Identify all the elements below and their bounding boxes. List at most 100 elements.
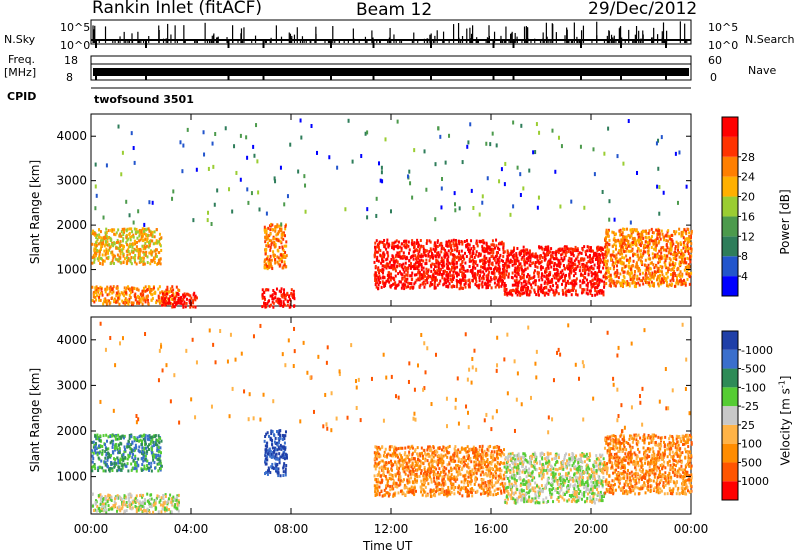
power-cell (545, 286, 548, 290)
power-cell (639, 268, 642, 272)
power-cell (375, 213, 378, 218)
velocity-cell (149, 436, 152, 440)
velocity-cell (95, 500, 98, 504)
power-cell (605, 259, 608, 263)
power-cell (411, 239, 414, 243)
power-cell (146, 237, 149, 241)
power-cell (549, 285, 552, 289)
power-cell (596, 278, 599, 282)
power-cell (621, 262, 624, 266)
power-cell (454, 238, 457, 242)
power-cell (268, 258, 271, 262)
power-cell (360, 154, 363, 159)
velocity-cell (123, 509, 126, 513)
power-cell (483, 254, 486, 258)
power-cell (516, 165, 519, 170)
velocity-cell (93, 509, 96, 513)
power-cell (553, 262, 556, 266)
velocity-cell (111, 467, 114, 471)
power-cell (528, 290, 531, 294)
power-cell (122, 246, 125, 250)
power-cell (604, 264, 607, 268)
power-cell (518, 263, 521, 267)
velocity-cell (140, 443, 143, 447)
power-cell (546, 263, 549, 267)
velocity-cell (164, 509, 167, 513)
power-cell (405, 285, 408, 289)
power-cell (634, 285, 637, 289)
power-cell (620, 251, 623, 255)
power-cell (642, 276, 645, 280)
power-cell (142, 296, 145, 300)
power-cell (127, 287, 130, 291)
power-cell (125, 199, 128, 204)
power-cell (408, 259, 411, 263)
velocity-cell (148, 436, 151, 440)
power-cell (177, 299, 180, 303)
power-cell (413, 273, 416, 277)
power-cell (269, 294, 272, 298)
power-cell (269, 263, 272, 267)
power-cell (680, 279, 683, 283)
power-cell (520, 288, 523, 292)
power-cell (193, 297, 196, 301)
velocity-cell (108, 496, 111, 500)
power-cell (599, 246, 602, 250)
power-cell (455, 256, 458, 260)
power-cell (448, 239, 451, 243)
power-cell (92, 255, 95, 259)
power-cell (453, 284, 456, 288)
power-cell (572, 261, 575, 265)
power-cell (457, 279, 460, 283)
power-cell (446, 271, 449, 275)
power-cell (562, 264, 565, 268)
power-cell (130, 256, 133, 260)
power-cell (124, 288, 127, 292)
velocity-cell (138, 500, 141, 504)
velocity-cell (129, 451, 132, 455)
power-cell (507, 259, 510, 263)
velocity-cell (97, 469, 100, 473)
power-cell (658, 254, 661, 258)
power-cell (290, 288, 293, 292)
power-cell (439, 271, 442, 275)
power-cell (101, 253, 104, 257)
power-cell (469, 255, 472, 259)
power-cell (570, 288, 573, 292)
power-cell (669, 243, 672, 247)
power-cell (277, 239, 280, 243)
power-cell (101, 293, 104, 297)
velocity-cell (117, 496, 120, 500)
velocity-cell (158, 441, 161, 445)
power-cell (425, 267, 428, 271)
power-cell (527, 280, 530, 284)
power-cell (674, 232, 677, 236)
power-cell (282, 233, 285, 237)
power-cell (502, 243, 505, 247)
velocity-cell (136, 498, 139, 502)
power-cell (448, 133, 451, 138)
power-cell (581, 273, 584, 277)
power-cell (116, 238, 119, 242)
power-cell (631, 243, 634, 247)
power-cell (132, 256, 135, 260)
power-cell (390, 284, 393, 288)
power-cell (148, 251, 151, 255)
power-cell (642, 250, 645, 254)
power-cell (159, 257, 162, 261)
power-cell (274, 225, 277, 229)
power-cell (672, 242, 675, 246)
power-cell (445, 262, 448, 266)
power-cell (516, 286, 519, 290)
power-cell (448, 242, 451, 246)
velocity-cell (102, 497, 105, 501)
power-cell (664, 259, 667, 263)
velocity-cell (138, 435, 141, 439)
power-cell (183, 292, 186, 296)
power-cell (419, 254, 422, 258)
power-cell (605, 266, 608, 270)
power-cell (398, 255, 401, 259)
power-cell (519, 249, 522, 253)
power-cell (644, 244, 647, 248)
power-cell (239, 133, 242, 138)
